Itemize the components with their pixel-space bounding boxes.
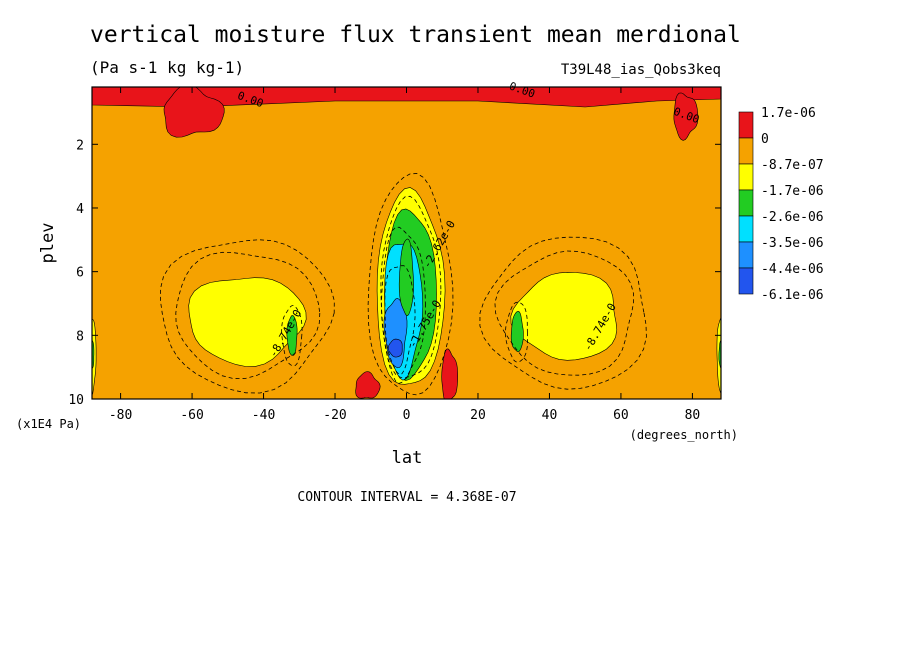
legend-level-1: 0 [761,132,769,147]
x-tick-label-2: -40 [252,408,275,423]
contour-line-7 [384,265,416,375]
legend-level-6: -4.4e-06 [761,262,824,277]
contour-interval-note: CONTOUR INTERVAL = 4.368E-07 [297,490,516,505]
legend-swatch-2 [738,163,754,191]
y-axis-label: plev [38,223,58,264]
x-tick-label-4: 0 [403,408,411,423]
contour-line-3 [479,236,647,390]
field-red-surface-west [355,371,381,399]
contour-line-4 [367,173,454,396]
x-tick-label-6: 40 [542,408,558,423]
legend-level-2: -8.7e-07 [761,158,824,173]
field-dblue-core [387,338,403,358]
y-tick-label-0: 2 [76,138,84,153]
y-axis-ticks: 2 4 6 8 10 [68,138,721,408]
legend-swatch-4 [738,215,754,243]
x-tick-label-1: -60 [180,408,203,423]
field-red-lobe-sh [163,87,225,138]
legend-level-7: -6.1e-06 [761,288,824,303]
x-tick-label-5: 20 [470,408,486,423]
field-yellow-cell-sh [188,277,307,367]
y-tick-label-4: 10 [68,393,84,408]
legend-swatch-6 [738,267,754,295]
x-axis-label: lat [392,448,423,468]
field-yellow-cell-nh [510,271,618,361]
x-tick-label-3: -20 [323,408,346,423]
x-axis-ticks: -80 -60 -40 -20 0 20 40 60 80 [109,87,700,423]
chart-title: vertical moisture flux transient mean me… [90,22,741,48]
y-tick-label-3: 8 [76,329,84,344]
y-tick-label-1: 4 [76,202,84,217]
legend-swatch-1 [738,137,754,165]
contour-line-0 [175,251,321,380]
legend-level-4: -2.6e-06 [761,210,824,225]
legend-level-5: -3.5e-06 [761,236,824,251]
chart-units: (Pa s-1 kg kg-1) [90,58,245,77]
dashed-contour-lines [160,173,647,396]
field-red-surface-east [441,348,459,399]
field-green-inner-strip [398,238,414,317]
filled-contour-fields [92,87,721,399]
legend-swatch-5 [738,241,754,269]
contour-line-1 [160,239,335,394]
legend-swatch-3 [738,189,754,217]
contour-line-9 [504,301,528,363]
legend-level-3: -1.7e-06 [761,184,824,199]
legend-swatch-0 [738,111,754,139]
contour-line-8 [281,305,303,367]
y-axis-units: (x1E4 Pa) [16,417,81,431]
x-tick-label-0: -80 [109,408,132,423]
contour-line-2 [494,250,634,376]
contour-line-5 [380,195,442,379]
x-axis-units: (degrees_north) [630,428,738,442]
contour-line-6 [380,226,426,384]
field-red-top-band [92,87,721,108]
legend-level-0: 1.7e-06 [761,106,816,121]
field-red-lobe-nh [673,92,699,141]
field-green-cell-nh [510,310,524,353]
y-tick-label-2: 6 [76,266,84,281]
x-tick-label-8: 80 [685,408,701,423]
x-tick-label-7: 60 [613,408,629,423]
dataset-name: T39L48_ias_Qobs3keq [560,62,721,78]
color-legend: 1.7e-06 0 -8.7e-07 -1.7e-06 -2.6e-06 -3.5e-06… [738,106,824,303]
